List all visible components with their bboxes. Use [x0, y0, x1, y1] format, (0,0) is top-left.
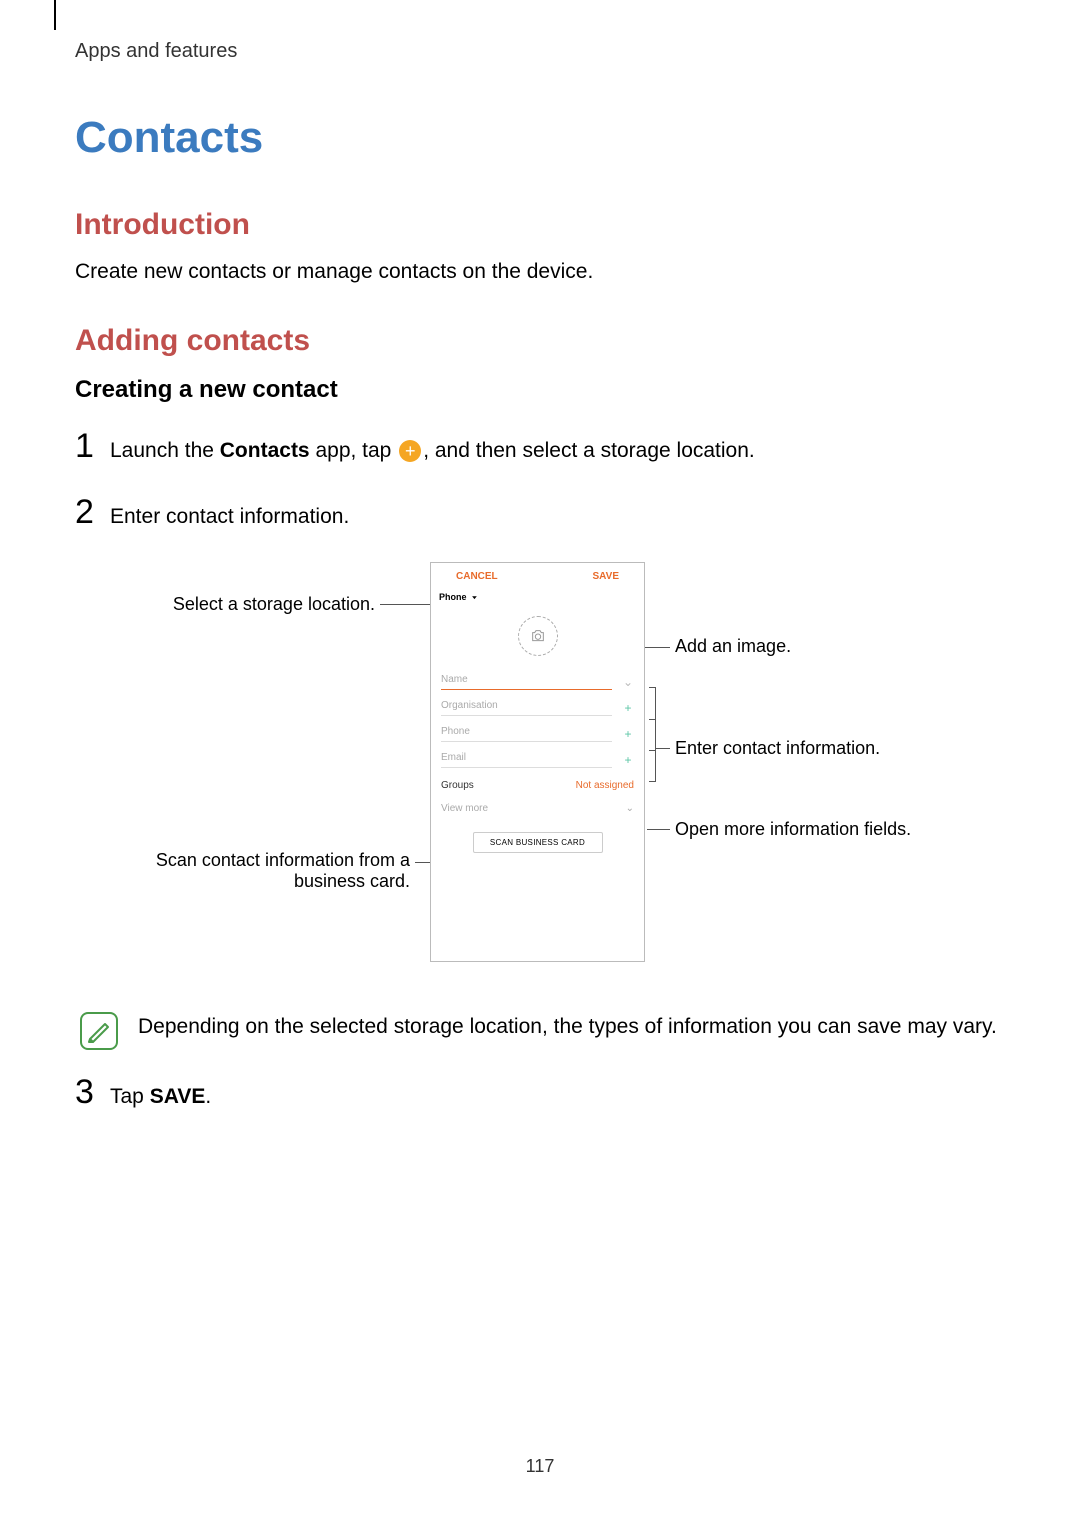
groups-value: Not assigned	[576, 780, 634, 791]
name-field[interactable]: Name ⌄	[431, 668, 644, 694]
groups-row[interactable]: Groups Not assigned	[431, 772, 644, 797]
step-number: 3	[75, 1075, 110, 1109]
scan-business-card-button[interactable]: SCAN BUSINESS CARD	[473, 832, 603, 853]
step-text: Tap SAVE.	[110, 1082, 211, 1111]
chevron-down-icon: ⌄	[626, 803, 634, 814]
add-icon[interactable]: +	[622, 753, 634, 767]
add-icon[interactable]: +	[622, 701, 634, 715]
text: .	[205, 1085, 211, 1108]
step-2: 2 Enter contact information.	[75, 495, 1005, 531]
field-label: Organisation	[441, 700, 612, 716]
text: Launch the	[110, 439, 220, 462]
text: business card.	[294, 871, 410, 891]
chevron-down-icon[interactable]: ⌄	[622, 675, 634, 689]
organisation-field[interactable]: Organisation +	[431, 694, 644, 720]
page-corner-mark	[48, 0, 56, 30]
cancel-button[interactable]: CANCEL	[456, 571, 498, 582]
page-content: Apps and features Contacts Introduction …	[0, 0, 1080, 1111]
dropdown-icon: ▼	[471, 595, 479, 600]
callout-open-more: Open more information fields.	[675, 819, 911, 840]
breadcrumb: Apps and features	[75, 40, 1005, 63]
step-text: Enter contact information.	[110, 502, 349, 531]
step-text: Launch the Contacts app, tap +, and then…	[110, 436, 755, 465]
callout-line	[655, 748, 670, 749]
text: Scan contact information from a	[156, 850, 410, 870]
text: app, tap	[310, 439, 398, 462]
callout-line	[647, 829, 670, 830]
save-button[interactable]: SAVE	[593, 571, 620, 582]
step-number: 1	[75, 429, 110, 463]
callout-add-image: Add an image.	[675, 636, 791, 657]
intro-body: Create new contacts or manage contacts o…	[75, 260, 1005, 284]
email-field[interactable]: Email +	[431, 746, 644, 772]
view-more-button[interactable]: View more ⌄	[431, 797, 644, 820]
field-label: Name	[441, 674, 612, 690]
note-icon	[80, 1012, 118, 1050]
phone-field[interactable]: Phone +	[431, 720, 644, 746]
step-number: 2	[75, 495, 110, 529]
step-3: 3 Tap SAVE.	[75, 1075, 1005, 1111]
camera-icon	[530, 629, 546, 643]
contact-editor-figure: Select a storage location. Scan contact …	[75, 562, 1005, 992]
groups-label: Groups	[441, 780, 474, 791]
page-number: 117	[0, 1456, 1080, 1477]
callout-storage: Select a storage location.	[75, 594, 375, 615]
callout-line	[380, 604, 430, 605]
storage-selector[interactable]: Phone ▼	[431, 590, 644, 608]
bracket-tick	[649, 719, 655, 720]
plus-icon: +	[399, 440, 421, 462]
bracket-tick	[649, 687, 655, 688]
bracket-tick	[649, 750, 655, 751]
field-label: Email	[441, 752, 612, 768]
field-label: Phone	[441, 726, 612, 742]
add-icon[interactable]: +	[622, 727, 634, 741]
text: , and then select a storage location.	[423, 439, 755, 462]
subsection-creating: Creating a new contact	[75, 376, 1005, 404]
view-more-label: View more	[441, 803, 488, 814]
step-1: 1 Launch the Contacts app, tap +, and th…	[75, 429, 1005, 465]
page-title: Contacts	[75, 113, 1005, 163]
callout-bracket	[655, 687, 656, 782]
bracket-tick	[649, 781, 655, 782]
add-image-button[interactable]	[518, 616, 558, 656]
app-name: Contacts	[220, 439, 310, 462]
editor-top-bar: CANCEL SAVE	[431, 563, 644, 590]
save-label: SAVE	[150, 1085, 206, 1108]
section-adding-contacts: Adding contacts	[75, 324, 1005, 358]
note-text: Depending on the selected storage locati…	[138, 1012, 997, 1041]
storage-label: Phone	[439, 592, 467, 602]
contact-editor-screenshot: CANCEL SAVE Phone ▼ Name ⌄ Organisation +	[430, 562, 645, 962]
callout-enter-info: Enter contact information.	[675, 738, 880, 759]
note-block: Depending on the selected storage locati…	[75, 1012, 1005, 1050]
section-introduction: Introduction	[75, 208, 1005, 242]
callout-scan: Scan contact information from a business…	[75, 850, 410, 892]
text: Tap	[110, 1085, 150, 1108]
